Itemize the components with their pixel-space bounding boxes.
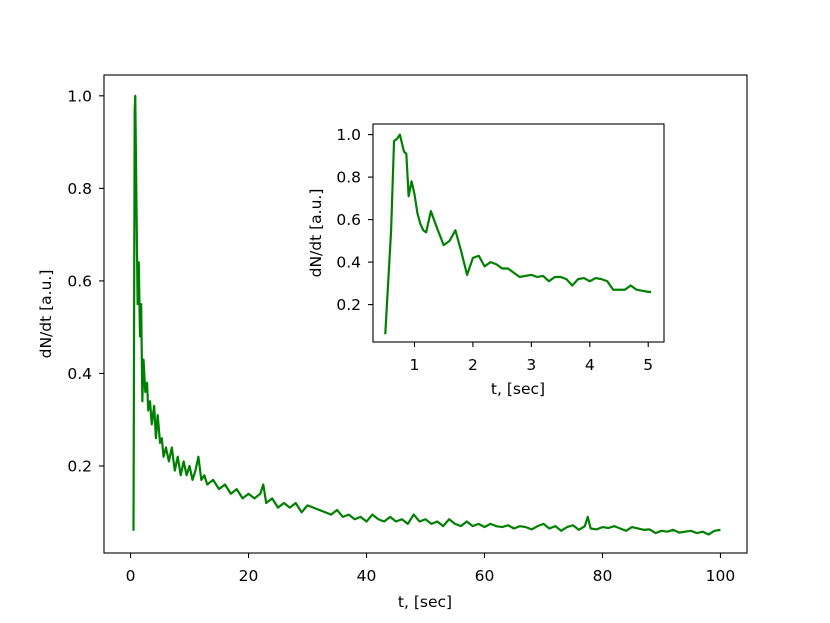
main-y-tick-label: 0.6 [67, 272, 92, 290]
main-series-line-0 [132, 94, 721, 536]
main-x-axis-label: t, [sec] [398, 593, 452, 611]
inset-series-line-0 [384, 133, 652, 335]
inset-x-axis-label: t, [sec] [491, 380, 545, 398]
inset-x-tick-label: 5 [643, 356, 653, 374]
inset-y-tick-label: 0.4 [336, 254, 361, 272]
main-x-tick-label: 20 [239, 567, 259, 585]
main-y-axis-label: dN/dt [a.u.] [37, 270, 55, 359]
main-y-tick-label: 0.8 [67, 180, 92, 198]
main-y-tick-label: 0.2 [67, 458, 92, 476]
inset-plot-area [373, 124, 664, 342]
inset-plot-marks [384, 133, 652, 335]
inset-x-tick-label: 3 [526, 356, 536, 374]
inset-y-axis-label: dN/dt [a.u.] [307, 189, 325, 278]
inset-plot: 1 2 3 4 5 0.2 0.4 0.6 0.8 1.0 t, [sec] dN/dt [a.u… [307, 123, 665, 398]
main-plot-ticks: 0 20 40 60 80 100 0.2 0.4 0.6 0.8 1.0 [67, 87, 735, 585]
main-x-tick-label: 100 [706, 567, 736, 585]
main-x-tick-label: 0 [126, 567, 136, 585]
main-y-tick-label: 0.4 [67, 365, 92, 383]
main-x-tick-label: 60 [475, 567, 495, 585]
inset-x-tick-label: 4 [585, 356, 595, 374]
inset-x-tick-label: 2 [468, 356, 478, 374]
inset-y-tick-label: 1.0 [336, 126, 361, 144]
main-y-tick-label: 1.0 [67, 87, 92, 105]
inset-plot-ticks: 1 2 3 4 5 0.2 0.4 0.6 0.8 1.0 [336, 126, 653, 374]
inset-plot-frame [372, 123, 665, 343]
main-plot-frame [103, 74, 748, 554]
inset-y-tick-label: 0.6 [336, 211, 361, 229]
inset-x-tick-label: 1 [410, 356, 420, 374]
main-x-tick-label: 40 [357, 567, 377, 585]
inset-y-tick-label: 0.2 [336, 296, 361, 314]
inset-y-tick-label: 0.8 [336, 169, 361, 187]
main-plot-marks [132, 94, 721, 536]
main-x-tick-label: 80 [593, 567, 613, 585]
